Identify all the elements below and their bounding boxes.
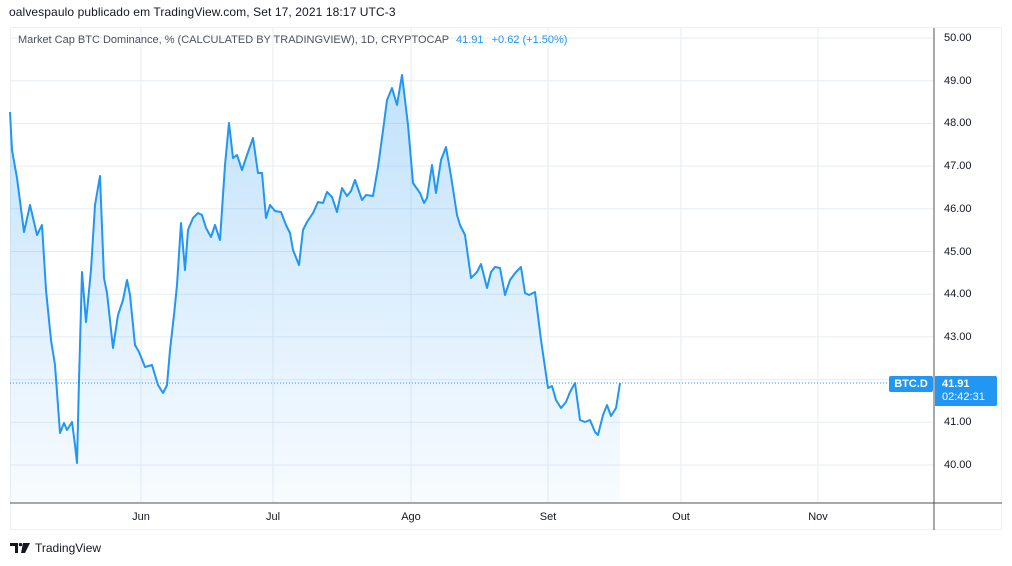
tradingview-logo-icon xyxy=(10,542,30,553)
time-tick: Nov xyxy=(808,511,828,523)
price-tick: 43.00 xyxy=(944,331,972,343)
area-fill xyxy=(10,75,620,503)
price-tick: 44.00 xyxy=(944,288,972,300)
price-tick: 50.00 xyxy=(944,32,972,44)
symbol-tag: BTC.D xyxy=(889,376,933,392)
chart-legend[interactable]: Market Cap BTC Dominance, % (CALCULATED … xyxy=(18,34,567,46)
published-by-caption: oalvespaulo publicado em TradingView.com… xyxy=(9,5,396,19)
grid-lines xyxy=(10,28,934,503)
time-tick: Set xyxy=(539,511,557,523)
legend-last-value: 41.91 xyxy=(456,34,484,46)
price-line[interactable] xyxy=(9,74,621,464)
price-tick: 47.00 xyxy=(944,160,972,172)
brand-name: TradingView xyxy=(35,541,102,555)
price-tick: 45.00 xyxy=(944,246,972,258)
bar-countdown: 02:42:31 xyxy=(942,391,985,403)
time-tick: Ago xyxy=(401,511,421,523)
time-tick: Jul xyxy=(265,511,281,523)
legend-title: Market Cap BTC Dominance, % (CALCULATED … xyxy=(18,34,449,46)
legend-change: +0.62 (+1.50%) xyxy=(491,34,568,46)
last-price: 41.91 xyxy=(942,378,970,390)
price-tick: 41.00 xyxy=(944,416,972,428)
price-tick: 49.00 xyxy=(944,75,972,87)
price-tick: 48.00 xyxy=(944,117,972,129)
time-tick: Jun xyxy=(132,511,150,523)
tradingview-brand[interactable]: TradingView xyxy=(10,541,101,555)
price-tick: 40.00 xyxy=(944,459,972,471)
price-tick: 46.00 xyxy=(944,203,972,215)
last-price-tag: 41.91 02:42:31 xyxy=(935,376,997,406)
time-tick: Out xyxy=(672,511,690,523)
